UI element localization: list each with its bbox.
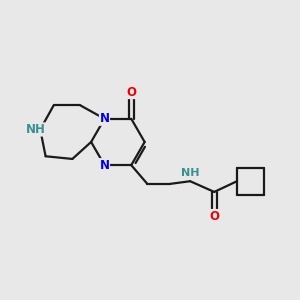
Text: NH: NH <box>181 168 200 178</box>
Text: N: N <box>100 159 110 172</box>
Text: O: O <box>126 85 136 98</box>
Text: O: O <box>209 209 219 223</box>
Text: NH: NH <box>26 123 46 136</box>
Text: N: N <box>100 112 110 125</box>
